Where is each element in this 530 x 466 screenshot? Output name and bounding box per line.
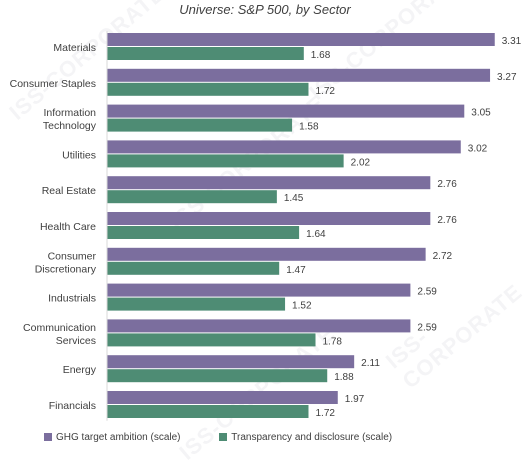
chart-subtitle: Universe: S&P 500, by Sector: [179, 2, 351, 17]
bar-series-1: [107, 283, 411, 297]
bar-series-1: [107, 391, 338, 404]
data-label: 2.11: [361, 358, 380, 369]
data-label: 1.72: [315, 86, 335, 97]
bar-series-1: [107, 212, 431, 225]
category-label: Industrials: [48, 293, 96, 305]
category-label: Consumer Discretionary: [35, 250, 97, 275]
legend-swatch: [44, 433, 52, 442]
data-label: 2.59: [417, 287, 437, 298]
bar-series-1: [107, 176, 431, 190]
bar-series-2: [107, 47, 304, 60]
data-label: 1.68: [311, 50, 331, 61]
data-label: 2.59: [417, 322, 437, 333]
category-label: Real Estate: [42, 185, 96, 197]
data-label: 1.52: [292, 301, 312, 312]
data-label: 1.45: [284, 193, 304, 204]
category-label: Communication Services: [23, 322, 96, 347]
category-label: Materials: [53, 42, 96, 54]
data-label: 1.47: [286, 265, 306, 276]
data-label: 1.78: [323, 336, 343, 347]
bar-series-2: [107, 190, 277, 204]
category-label: Information Technology: [43, 107, 97, 132]
data-label: 2.72: [433, 251, 453, 262]
legend-swatch: [219, 433, 228, 442]
bar-series-1: [107, 33, 495, 46]
bar-series-1: [107, 355, 355, 369]
bar-series-1: [107, 319, 411, 333]
bar-series-1: [107, 247, 426, 261]
data-label: 1.88: [334, 372, 354, 383]
bar-series-2: [107, 369, 328, 383]
bar-series-2: [107, 82, 309, 96]
data-label: 1.58: [299, 122, 319, 133]
category-label: Utilities: [62, 149, 96, 161]
data-label: 1.72: [315, 408, 335, 419]
category-label: Health Care: [40, 221, 96, 233]
category-label: Consumer Staples: [10, 78, 96, 90]
bar-series-1: [107, 140, 461, 154]
bar-series-2: [107, 261, 280, 275]
data-label: 2.76: [437, 179, 457, 190]
bar-series-2: [107, 154, 344, 168]
data-label: 3.02: [468, 143, 488, 154]
legend-label: GHG target ambition (scale): [56, 432, 181, 443]
bar-series-1: [107, 68, 491, 82]
data-label: 2.76: [437, 215, 457, 226]
data-label: 3.27: [497, 72, 517, 83]
bar-series-2: [107, 226, 300, 239]
legend-item-series-1: GHG target ambition (scale): [44, 432, 183, 443]
bar-series-2: [107, 333, 316, 347]
data-label: 1.97: [345, 394, 365, 405]
legend-label: Transparency and disclosure (scale): [231, 432, 393, 443]
bar-series-2: [107, 297, 286, 311]
chart-legend: GHG target ambition (scale) Transparency…: [44, 432, 428, 443]
bar-chart: Materials 3.31 1.68 Consumer Staples 3.27 1.7…: [10, 31, 522, 421]
category-label: Energy: [63, 364, 97, 376]
data-label: 3.31: [502, 36, 522, 47]
category-label: Financials: [49, 400, 96, 412]
data-label: 1.64: [306, 229, 326, 240]
legend-item-series-2: Transparency and disclosure (scale): [219, 432, 392, 443]
bar-series-1: [107, 104, 465, 118]
bar-series-2: [107, 405, 309, 418]
data-label: 3.05: [471, 108, 491, 119]
data-label: 2.02: [351, 157, 371, 168]
bar-series-2: [107, 118, 293, 132]
